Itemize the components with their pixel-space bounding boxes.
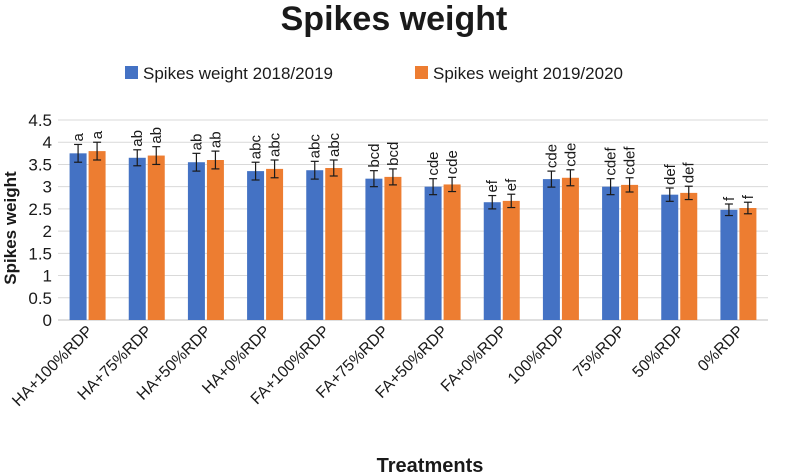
significance-label: ab: [188, 134, 205, 151]
significance-label: def: [662, 163, 679, 185]
significance-label: ab: [129, 130, 146, 147]
significance-label: ef: [484, 179, 501, 192]
bar: [147, 155, 165, 320]
y-tick-label: 0: [43, 311, 52, 330]
y-tick-label: 2.5: [28, 200, 52, 219]
bar: [542, 179, 560, 320]
bar: [424, 186, 442, 320]
bar: [88, 151, 106, 320]
bar: [247, 171, 265, 320]
significance-label: abc: [248, 135, 265, 160]
y-tick-label: 4: [43, 133, 52, 152]
bar: [365, 178, 383, 320]
y-tick-label: 1: [43, 267, 52, 286]
y-tick-label: 0.5: [28, 289, 52, 308]
bar: [561, 177, 579, 320]
bar: [739, 208, 757, 320]
legend-label-2019-2020: Spikes weight 2019/2020: [433, 64, 623, 83]
y-tick-label: 3.5: [28, 155, 52, 174]
y-axis-label: Spikes weight: [1, 171, 20, 285]
plot-area: [58, 119, 768, 321]
bar: [502, 200, 520, 320]
y-tick-label: 1.5: [28, 244, 52, 263]
significance-label: def: [681, 162, 698, 184]
y-tick-label: 3: [43, 178, 52, 197]
significance-label: cde: [444, 150, 461, 174]
y-tick-label: 2: [43, 222, 52, 241]
legend: Spikes weight 2018/2019 Spikes weight 20…: [125, 64, 623, 83]
bar: [621, 184, 639, 320]
legend-swatch-2019-2020: [415, 66, 428, 79]
bar: [69, 153, 87, 320]
x-tick-label: 50%RDP: [630, 323, 689, 382]
significance-label: a: [89, 130, 106, 139]
significance-label: bcd: [366, 143, 383, 167]
significance-label: f: [740, 194, 757, 199]
significance-label: bcd: [385, 142, 402, 166]
significance-label: abc: [267, 132, 284, 157]
bar: [187, 162, 205, 320]
significance-label: ab: [148, 127, 165, 144]
significance-label: ab: [207, 131, 224, 148]
x-axis-ticks: HA+100%RDPHA+75%RDPHA+50%RDPHA+0%RDPFA+1…: [9, 323, 747, 410]
x-tick-label: 100%RDP: [505, 323, 570, 388]
bar: [128, 157, 146, 320]
bar: [720, 209, 738, 320]
significance-label: f: [721, 196, 738, 201]
bar: [206, 160, 224, 320]
significance-label: cde: [425, 151, 442, 175]
y-axis-ticks: 0 0.5 1 1.5 2 2.5 3 3.5 4 4.5: [28, 111, 52, 330]
chart-title: Spikes weight: [281, 0, 508, 38]
bar: [384, 176, 402, 320]
significance-label: ef: [503, 178, 520, 191]
bar: [602, 186, 620, 320]
bar: [661, 194, 679, 320]
x-tick-label: 0%RDP: [695, 323, 747, 375]
bar: [680, 192, 698, 320]
y-tick-label: 4.5: [28, 111, 52, 130]
significance-label: cde: [562, 143, 579, 167]
bar: [266, 168, 284, 320]
bar: [443, 184, 461, 320]
x-axis-label: Treatments: [377, 455, 484, 475]
significance-label: cde: [543, 144, 560, 168]
bar: [483, 202, 501, 320]
legend-label-2018-2019: Spikes weight 2018/2019: [143, 64, 333, 83]
significance-label: abc: [307, 134, 324, 159]
significance-label: abc: [326, 132, 343, 157]
bar: [306, 170, 324, 320]
x-tick-label: 75%RDP: [570, 323, 629, 382]
significance-label: a: [70, 132, 87, 141]
significance-label: cdef: [622, 146, 639, 175]
significance-label: cdef: [603, 146, 620, 175]
bar: [325, 168, 343, 320]
legend-swatch-2018-2019: [125, 66, 138, 79]
